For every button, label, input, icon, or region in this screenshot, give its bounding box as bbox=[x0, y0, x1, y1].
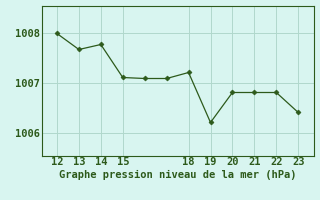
X-axis label: Graphe pression niveau de la mer (hPa): Graphe pression niveau de la mer (hPa) bbox=[59, 170, 296, 180]
